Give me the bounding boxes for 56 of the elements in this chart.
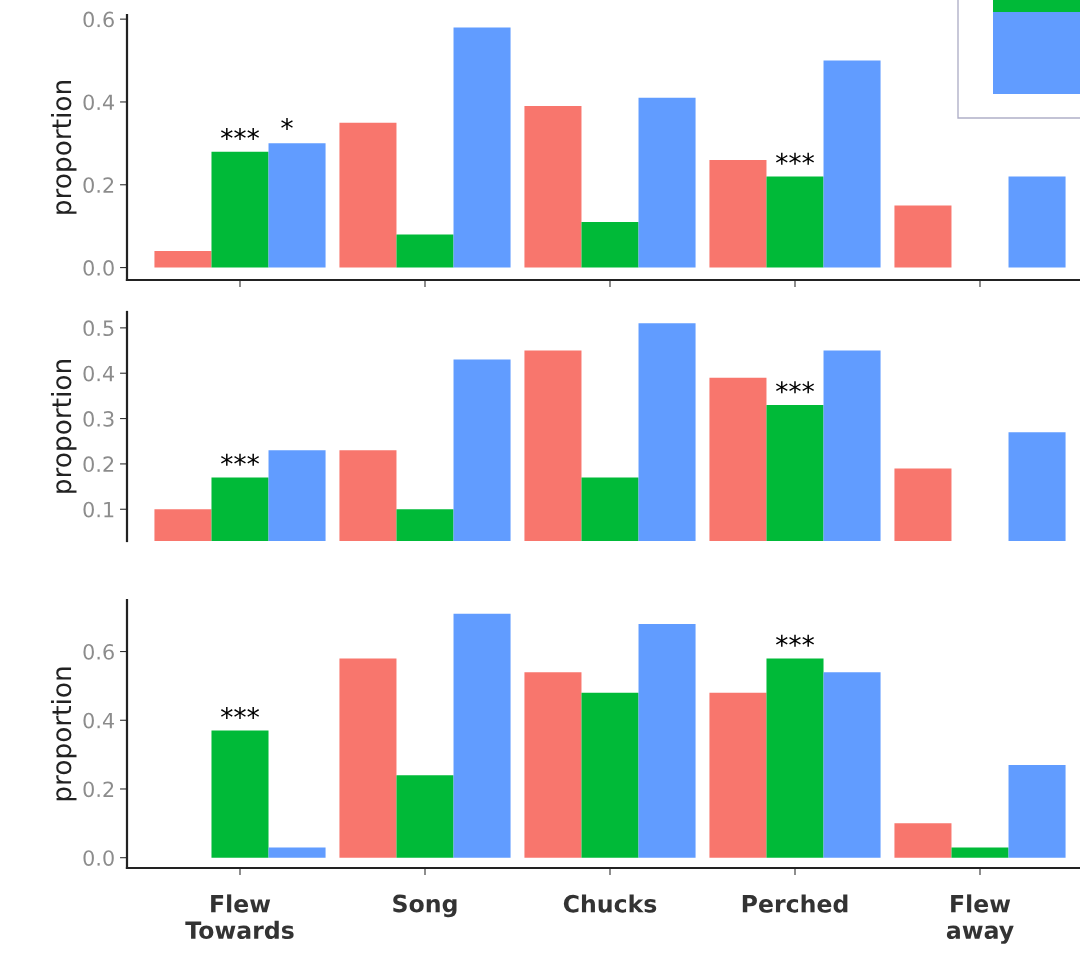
y-tick-label: 0.0	[83, 260, 114, 276]
bar	[709, 159, 767, 268]
annotation: ***	[221, 706, 259, 719]
bar	[894, 205, 952, 268]
y-tick-label: 0.2	[83, 781, 114, 798]
annotation: ***	[776, 634, 814, 647]
y-tick-label: 0.5	[83, 320, 114, 337]
x-tick-label: Flew away	[946, 894, 1014, 944]
bar	[339, 122, 397, 268]
y-tick-label: 0.4	[83, 365, 115, 382]
y-tick-label: 0.3	[83, 411, 114, 427]
bar	[823, 672, 881, 858]
bar	[339, 658, 397, 858]
bar	[453, 613, 511, 858]
bar	[709, 692, 767, 858]
annotation: ***	[221, 453, 259, 466]
bar	[211, 151, 269, 268]
y-tick-label: 0.2	[83, 177, 114, 193]
y-tick-label: 0.1	[83, 501, 114, 518]
annotation: ***	[776, 381, 814, 394]
bar	[766, 176, 824, 268]
bar	[211, 730, 269, 858]
bar	[396, 775, 454, 858]
x-tick-label: Perched	[742, 894, 848, 913]
bar	[951, 847, 1009, 858]
annotation: *	[281, 117, 293, 130]
bar	[396, 234, 454, 268]
y-tick-label: 0.4	[83, 712, 115, 729]
bar	[823, 60, 881, 268]
bar	[638, 624, 696, 858]
bar	[524, 106, 582, 268]
bar	[524, 672, 582, 858]
bar	[638, 97, 696, 268]
bar	[154, 251, 212, 268]
x-tick-label: Chucks	[563, 894, 657, 913]
y-tick-label: 0.4	[83, 94, 115, 111]
bar	[1008, 764, 1066, 858]
bar	[766, 658, 824, 858]
y-axis-title: proportion	[50, 667, 77, 801]
y-axis-title: proportion	[50, 360, 77, 493]
bar	[581, 692, 639, 858]
bar	[453, 27, 511, 268]
annotation: ***	[776, 152, 814, 165]
y-tick-label: 0.6	[83, 11, 114, 28]
y-axis-title: proportion	[50, 81, 77, 214]
x-tick-label: Flew Towards	[185, 894, 294, 940]
y-tick-label: 0.2	[83, 456, 114, 473]
bar	[581, 222, 639, 268]
bar	[268, 847, 326, 858]
annotation: ***	[221, 127, 259, 140]
bar	[894, 823, 952, 858]
bar	[1008, 176, 1066, 268]
bar	[268, 143, 326, 268]
x-tick-label: Song	[393, 894, 457, 918]
y-tick-label: 0.6	[83, 643, 114, 660]
y-tick-label: 0.0	[83, 850, 114, 866]
